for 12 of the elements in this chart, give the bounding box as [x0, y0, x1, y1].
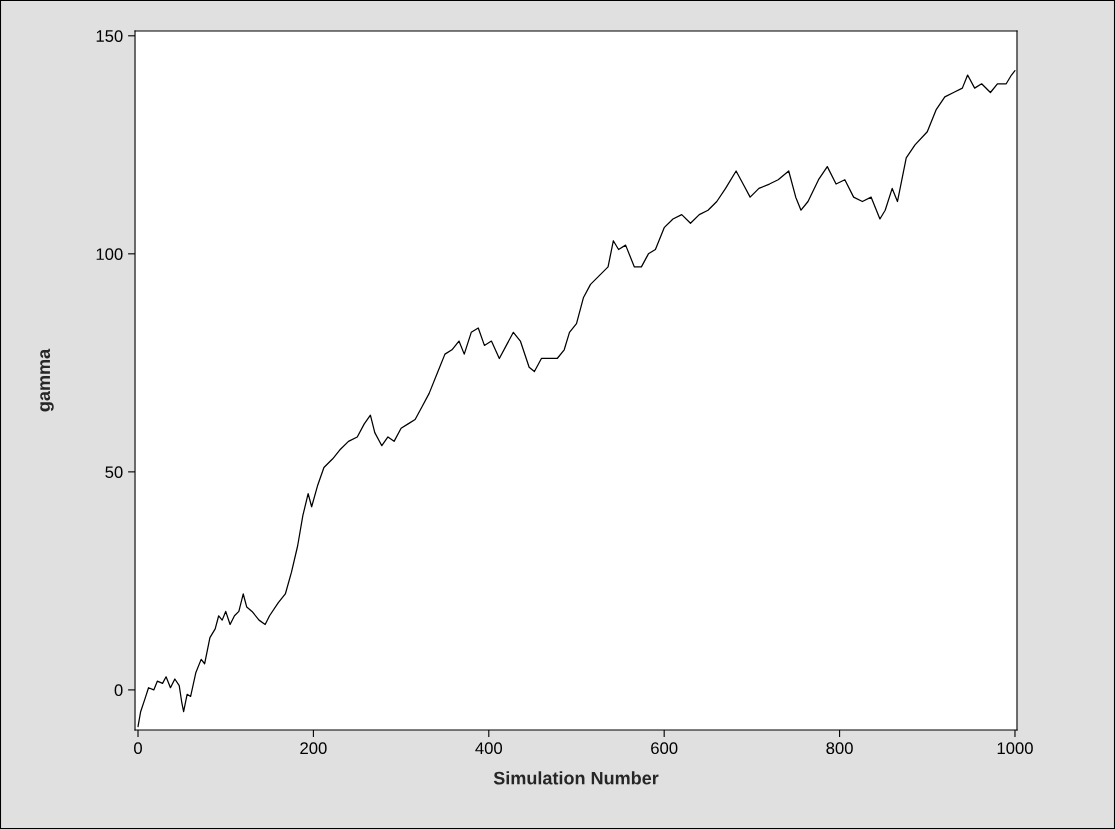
y-tick-label: 100 — [96, 248, 123, 261]
y-tick-label: 50 — [105, 466, 123, 479]
y-axis-title: gamma — [40, 348, 54, 412]
x-tick-label: 800 — [826, 742, 853, 755]
x-tick-label: 1000 — [997, 742, 1033, 755]
y-tick-label: 150 — [96, 30, 123, 42]
x-axis-title: Simulation Number — [493, 771, 659, 785]
x-tick-label: 0 — [134, 742, 142, 755]
y-tick-label: 0 — [114, 684, 123, 697]
x-tick-label: 200 — [300, 742, 327, 755]
x-tick-label: 400 — [475, 742, 503, 755]
x-tick-label: 600 — [651, 742, 678, 755]
